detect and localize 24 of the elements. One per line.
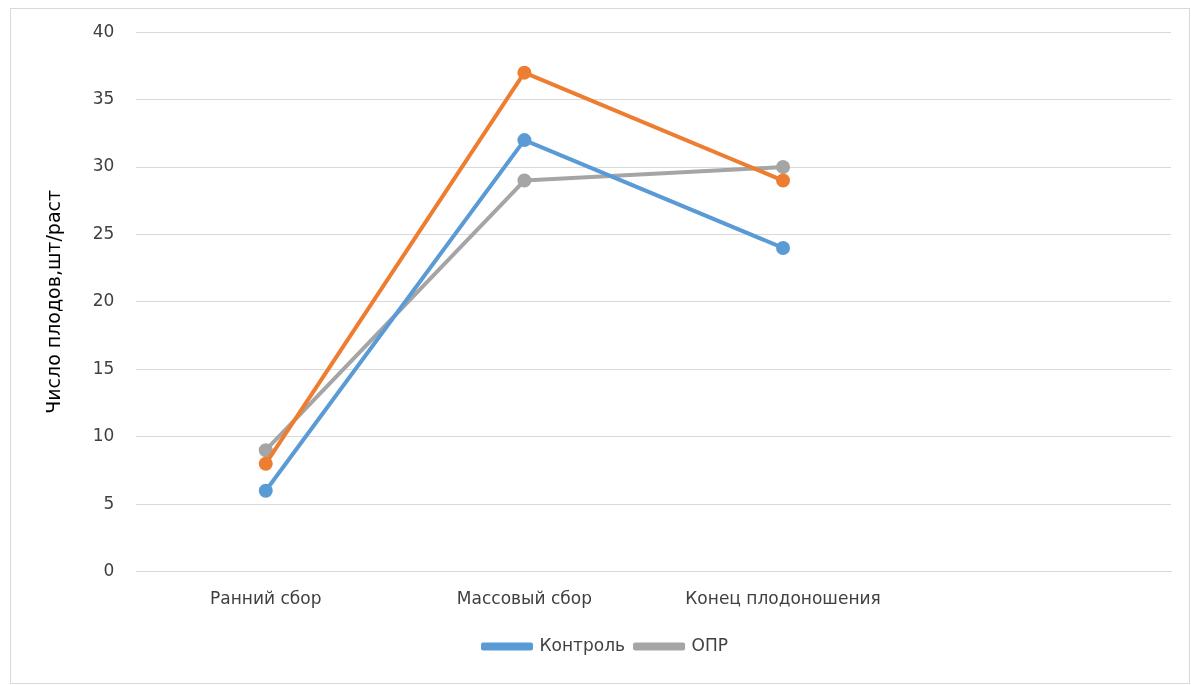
point	[776, 160, 791, 175]
point	[258, 456, 273, 471]
y-axis-title: Число плодов,шт/раст	[42, 189, 65, 414]
point	[776, 240, 791, 255]
y-tick-label: 5	[103, 492, 115, 513]
y-tick-label: 20	[92, 290, 115, 311]
point	[517, 65, 532, 80]
y-tick-label: 30	[92, 155, 115, 176]
point	[517, 133, 532, 148]
y-tick-label: 0	[103, 560, 115, 581]
y-tick-label: 15	[92, 357, 115, 378]
legend-label: ОПР	[691, 634, 728, 655]
point	[258, 483, 273, 498]
y-tick-label: 40	[92, 20, 115, 41]
x-tick-label: Ранний сбор	[210, 588, 322, 609]
legend-label: Контроль	[539, 634, 626, 655]
y-tick-label: 35	[92, 88, 115, 109]
x-tick-label: Массовый сбор	[456, 588, 592, 609]
x-tick-label: Конец плодоношения	[685, 588, 881, 609]
y-tick-label: 10	[92, 425, 115, 446]
point	[258, 443, 273, 458]
y-tick-label: 25	[92, 222, 115, 243]
point	[517, 173, 532, 188]
point	[776, 173, 791, 188]
